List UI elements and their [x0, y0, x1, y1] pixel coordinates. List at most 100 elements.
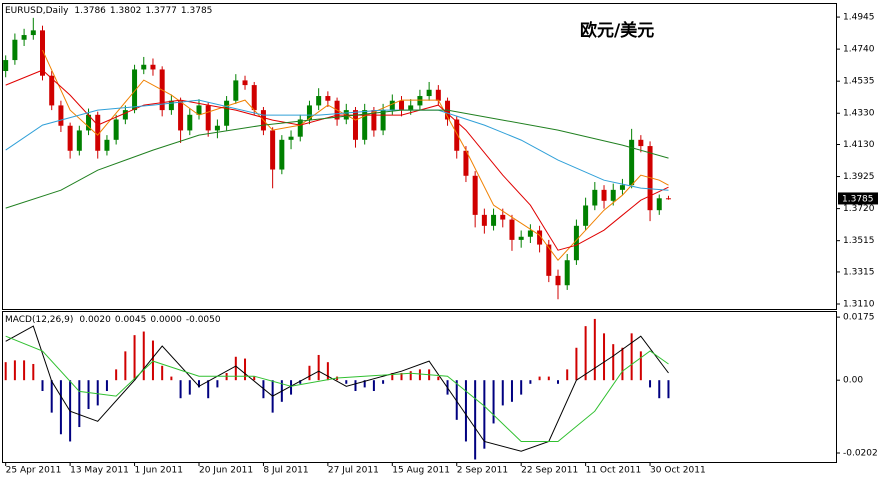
y-tick-label: 0.0175	[843, 313, 875, 323]
macd-histogram-bar	[253, 376, 256, 381]
x-tick-label: 11 Oct 2011	[586, 466, 642, 476]
y-tick-label: 1.4130	[843, 140, 875, 150]
macd-histogram-bar	[234, 356, 237, 381]
macd-histogram-bar	[354, 380, 357, 392]
macd-histogram-bar	[418, 369, 421, 381]
candle-body	[610, 189, 616, 201]
candle-body	[233, 80, 239, 101]
macd-readout: -0.0050	[186, 315, 221, 325]
candle-body	[435, 89, 441, 101]
candle-body	[187, 114, 193, 131]
x-tick-label: 25 Apr 2011	[6, 466, 62, 476]
indicator-line	[5, 109, 669, 209]
candle-body	[242, 80, 248, 86]
macd-panel-frame	[2, 311, 837, 463]
candle-body	[546, 244, 552, 276]
candle-body	[601, 189, 607, 201]
candle-body	[417, 96, 423, 106]
candle-body	[362, 110, 368, 140]
macd-histogram-bar	[391, 372, 394, 381]
y-tick-label: 1.3315	[843, 267, 875, 277]
macd-histogram-bar	[612, 344, 615, 381]
candle-body	[30, 30, 36, 36]
y-tick-label: 1.4740	[843, 45, 875, 55]
candle-body	[132, 69, 138, 111]
candle-body	[86, 114, 92, 131]
candle-body	[573, 225, 579, 261]
macd-histogram-bar	[474, 380, 477, 460]
price-panel-frame	[2, 3, 837, 310]
candle-body	[665, 198, 671, 200]
x-tick-label: 27 Jul 2011	[328, 466, 379, 476]
macd-histogram-bar	[538, 376, 541, 381]
macd-histogram-bar	[649, 380, 652, 388]
candle-body	[279, 139, 285, 170]
macd-histogram-bar	[483, 380, 486, 449]
x-tick-label: 13 May 2011	[70, 466, 129, 476]
candle-body	[178, 100, 184, 131]
candle-body	[463, 150, 469, 176]
candle-body	[491, 214, 497, 226]
candle-body	[150, 64, 156, 70]
macd-histogram-bar	[170, 376, 173, 381]
candle-body	[168, 100, 174, 111]
candle-body	[251, 85, 257, 111]
candle-body	[500, 214, 506, 220]
y-tick-label: 1.4535	[843, 77, 875, 87]
candle-body	[288, 136, 294, 140]
macd-histogram-bar	[216, 380, 219, 388]
x-tick-label: 15 Aug 2011	[392, 466, 450, 476]
y-tick-label: -0.0202	[843, 448, 878, 458]
chart-header: EURUSD,Daily 1.3786 1.3802 1.3777 1.3785	[5, 6, 212, 16]
candle-body	[426, 89, 432, 97]
macd-histogram-bar	[529, 380, 532, 384]
macd-histogram-bar	[96, 380, 99, 406]
macd-histogram-bar	[78, 380, 81, 428]
candle-body	[371, 110, 377, 131]
candle-body	[196, 105, 202, 115]
macd-histogram-bar	[639, 351, 642, 381]
y-tick-label: 1.3110	[843, 299, 875, 309]
candle-body	[619, 185, 625, 190]
candle-body	[399, 100, 405, 111]
macd-histogram-bar	[59, 380, 62, 435]
macd-histogram-bar	[87, 380, 90, 410]
candle-body	[325, 96, 331, 101]
candle-body	[537, 230, 543, 245]
macd-histogram-bar	[308, 365, 311, 381]
candle-body	[592, 189, 598, 206]
macd-histogram-bar	[105, 380, 108, 392]
macd-histogram-bar	[621, 347, 624, 381]
macd-histogram-bar	[345, 380, 348, 384]
macd-histogram-bar	[50, 380, 53, 413]
candle-body	[12, 39, 18, 61]
macd-histogram-bar	[382, 380, 385, 384]
x-tick-label: 30 Oct 2011	[650, 466, 706, 476]
candle-body	[297, 119, 303, 137]
macd-histogram-bar	[464, 380, 467, 442]
y-tick-label: 1.4330	[843, 109, 875, 119]
macd-histogram-bar	[437, 376, 440, 381]
macd-histogram-bar	[455, 380, 458, 420]
macd-readout: 0.0045	[115, 315, 147, 325]
candle-body	[656, 198, 662, 211]
macd-histogram-bar	[566, 369, 569, 381]
y-tick-label: 1.4945	[843, 13, 875, 23]
macd-histogram-bar	[299, 380, 302, 384]
candle-body	[408, 105, 414, 111]
macd-histogram-bar	[207, 380, 210, 399]
y-tick-label: 1.3925	[843, 172, 875, 182]
candle-body	[638, 139, 644, 147]
macd-histogram-bar	[409, 371, 412, 381]
candle-body	[472, 175, 478, 215]
macd-histogram-bar	[151, 340, 154, 381]
candle-body	[629, 139, 635, 186]
candle-body	[509, 219, 515, 240]
symbol: EURUSD,Daily	[5, 6, 69, 16]
macd-label: MACD(12,26,9)	[5, 315, 73, 325]
macd-histogram-bar	[575, 347, 578, 381]
y-tick-label: 0.00	[843, 376, 863, 386]
candle-body	[316, 96, 322, 106]
macd-histogram-bar	[547, 376, 550, 381]
